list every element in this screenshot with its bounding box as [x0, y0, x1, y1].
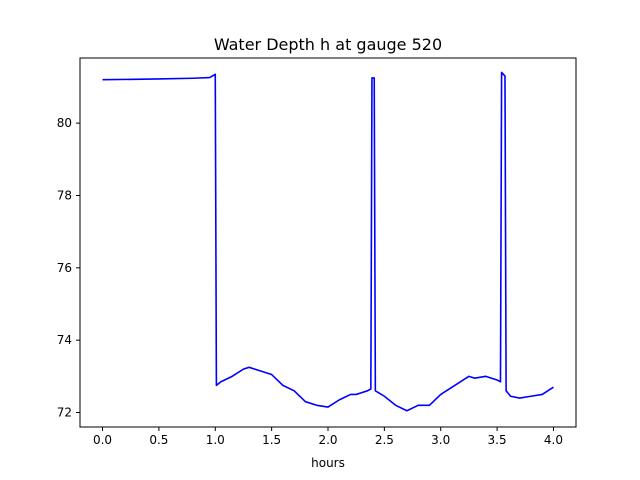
x-tick-label: 4.0 [544, 433, 563, 447]
series-line-0 [102, 71, 554, 412]
x-tick-label: 1.0 [206, 433, 225, 447]
plot-area [102, 71, 554, 412]
y-tick-label: 72 [57, 406, 72, 420]
chart-title: Water Depth h at gauge 520 [214, 35, 442, 54]
x-tick-label: 2.5 [375, 433, 394, 447]
x-axis: 0.0 0.5 1.0 1.5 2.0 2.5 3.0 3.5 4.0 [93, 427, 563, 447]
x-axis-label: hours [311, 456, 345, 470]
y-tick-label: 78 [57, 188, 72, 202]
x-tick-label: 3.5 [488, 433, 507, 447]
x-tick-label: 3.0 [431, 433, 450, 447]
y-tick-label: 74 [57, 333, 72, 347]
x-tick-label: 0.5 [149, 433, 168, 447]
x-tick-label: 2.0 [318, 433, 337, 447]
x-tick-label: 0.0 [93, 433, 112, 447]
y-axis: 72 74 76 78 80 [57, 116, 80, 420]
y-tick-label: 80 [57, 116, 72, 130]
y-tick-label: 76 [57, 261, 72, 275]
x-tick-label: 1.5 [262, 433, 281, 447]
